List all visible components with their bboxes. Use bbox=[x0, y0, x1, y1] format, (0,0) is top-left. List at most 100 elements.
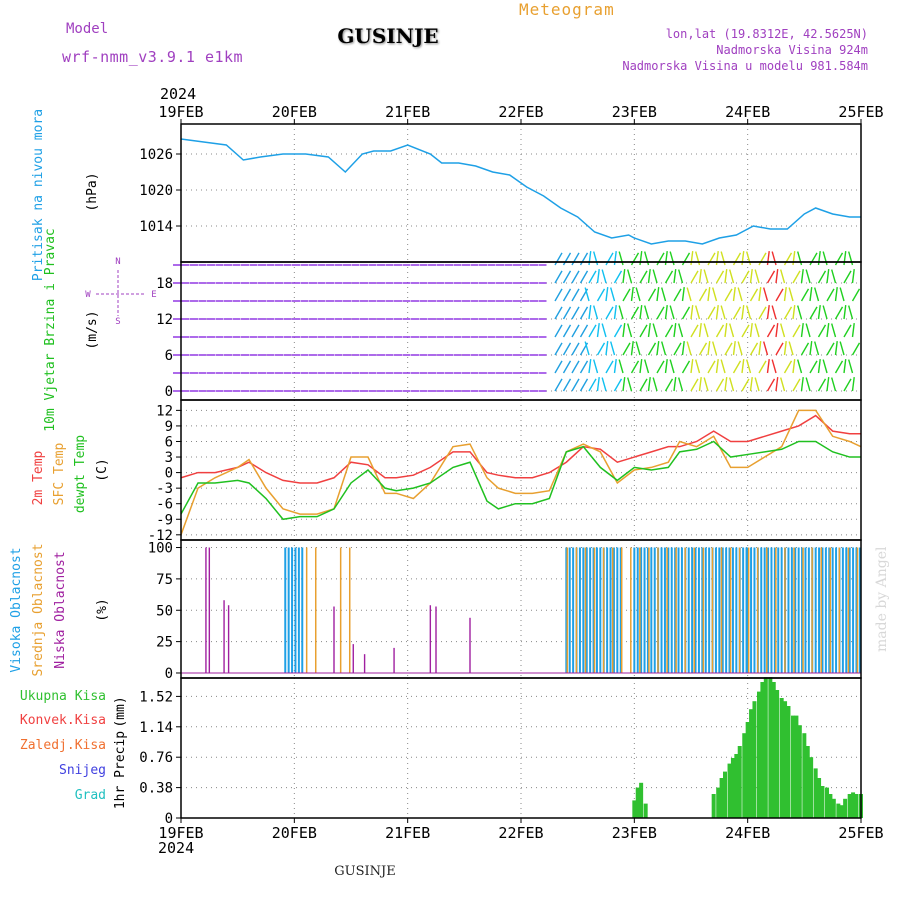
wind-arrow bbox=[562, 252, 572, 266]
wind-arrow bbox=[817, 305, 821, 320]
wind-arrow bbox=[627, 269, 633, 284]
wind-arrow bbox=[800, 288, 810, 302]
temp2m-line bbox=[180, 414, 861, 484]
wind-arrow bbox=[678, 269, 684, 284]
wind-arrow bbox=[613, 270, 623, 284]
wind-arrow bbox=[805, 269, 811, 284]
wind-arrow bbox=[554, 360, 563, 374]
wind-arrow bbox=[622, 323, 626, 338]
y-tick-label: 1.14 bbox=[139, 720, 173, 736]
wind-arrow bbox=[639, 251, 643, 266]
wind-arrow bbox=[805, 377, 811, 392]
wind-arrow bbox=[839, 287, 845, 302]
wind-arrow bbox=[681, 306, 691, 320]
wind-arrow bbox=[669, 359, 675, 374]
top-tick-label: 25FEB bbox=[838, 103, 883, 121]
wind-arrow bbox=[834, 306, 844, 320]
wind-arrow bbox=[848, 305, 854, 320]
y-tick-label: 75 bbox=[156, 572, 173, 588]
wind-arrow bbox=[834, 252, 844, 266]
wind-arrow bbox=[809, 306, 818, 320]
wind-arrow bbox=[596, 288, 606, 302]
wind-arrow bbox=[601, 377, 607, 392]
location-title: GUSINJE bbox=[337, 24, 438, 48]
wind-arrow bbox=[554, 270, 563, 284]
wind-arrow bbox=[588, 378, 597, 392]
wind-arrow bbox=[715, 378, 725, 392]
wind-arrow bbox=[652, 323, 658, 338]
wind-arrow bbox=[613, 359, 617, 374]
wind-arrow bbox=[639, 305, 643, 320]
wind-arrow bbox=[681, 252, 691, 266]
wind-arrow bbox=[788, 287, 794, 302]
legend-frozen: Zaledj.Kisa bbox=[20, 738, 106, 753]
year-top: 2024 bbox=[160, 85, 196, 103]
wind-arrow bbox=[851, 342, 861, 356]
wind-arrow bbox=[851, 288, 861, 302]
wind-unit: (m/s) bbox=[85, 310, 100, 349]
precip-bar bbox=[763, 677, 768, 818]
wind-arrow bbox=[843, 378, 852, 392]
wind-arrow bbox=[664, 270, 674, 284]
wind-arrow bbox=[571, 270, 580, 284]
wind-arrow bbox=[695, 305, 701, 320]
wind-arrow bbox=[712, 341, 718, 356]
wind-arrow bbox=[729, 323, 735, 338]
wind-arrow bbox=[601, 269, 607, 284]
precip-bar bbox=[745, 722, 750, 818]
wind-arrow bbox=[763, 287, 769, 302]
wind-arrow bbox=[703, 377, 709, 392]
wind-arrow bbox=[579, 378, 589, 392]
bottom-tick-label: 21FEB bbox=[385, 824, 430, 842]
wind-arrow bbox=[822, 359, 828, 374]
precip-bar bbox=[752, 701, 757, 818]
wind-arrow bbox=[681, 360, 691, 374]
wind-arrow bbox=[783, 287, 787, 302]
wind-arrow bbox=[681, 341, 685, 356]
dewpt-ylabel: dewpt Temp bbox=[73, 435, 88, 513]
pressure-ylabel: Pritisak na nivou mora bbox=[31, 109, 46, 281]
wind-arrow bbox=[690, 305, 694, 320]
wind-arrow bbox=[737, 341, 743, 356]
wind-arrow bbox=[758, 287, 762, 302]
wind-arrow bbox=[673, 377, 677, 392]
wind-arrow bbox=[792, 359, 796, 374]
y-tick-label: 1.52 bbox=[139, 689, 173, 705]
wind-arrow bbox=[571, 342, 580, 356]
wind-arrow bbox=[588, 359, 592, 374]
wind-arrow bbox=[669, 251, 675, 266]
wind-arrow bbox=[647, 377, 651, 392]
wind-arrow bbox=[554, 306, 563, 320]
wind-arrow bbox=[664, 359, 668, 374]
wind-arrow bbox=[707, 287, 711, 302]
y-tick-label: 1014 bbox=[139, 219, 173, 235]
wind-arrow bbox=[627, 377, 633, 392]
precip-bar bbox=[775, 690, 780, 818]
cloud-unit: (%) bbox=[95, 598, 110, 621]
wind-arrow bbox=[809, 360, 818, 374]
wind-arrow bbox=[554, 324, 563, 338]
wind-arrow bbox=[593, 359, 599, 374]
wind-arrow bbox=[822, 305, 828, 320]
wind-arrow bbox=[746, 359, 752, 374]
compass-e: E bbox=[151, 290, 156, 300]
wind-arrow bbox=[732, 360, 742, 374]
wind-arrow bbox=[792, 270, 801, 284]
mid-cloud-ylabel: Srednja Oblacnost bbox=[31, 543, 46, 676]
precip-bar bbox=[730, 758, 735, 818]
wind-arrow bbox=[805, 323, 811, 338]
wind-arrow bbox=[593, 305, 599, 320]
wind-arrow bbox=[644, 305, 650, 320]
wind-arrow bbox=[562, 342, 572, 356]
wind-arrow bbox=[562, 306, 572, 320]
wind-arrow bbox=[780, 377, 786, 392]
precip-bar bbox=[727, 763, 732, 818]
wind-arrow bbox=[800, 269, 804, 284]
wind-arrow bbox=[605, 306, 614, 320]
footer-location: GUSINJE bbox=[334, 864, 395, 879]
wind-arrow bbox=[579, 360, 589, 374]
wind-arrow bbox=[843, 324, 852, 338]
wind-arrow bbox=[843, 359, 847, 374]
